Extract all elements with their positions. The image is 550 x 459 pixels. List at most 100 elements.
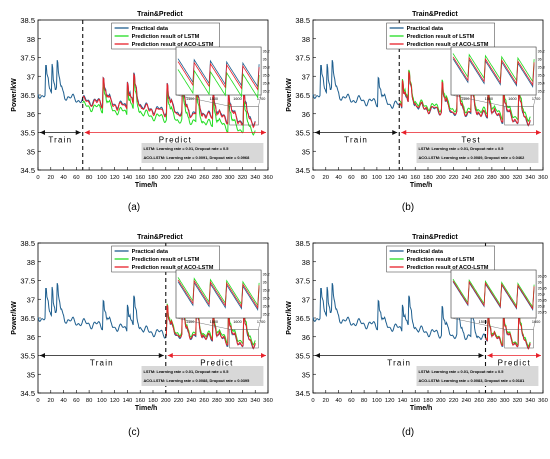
x-tick-label: 180: [423, 398, 433, 404]
train-arrow-right-head: [75, 130, 81, 135]
x-tick-label: 220: [449, 175, 459, 181]
y-tick-label: 35: [302, 147, 310, 156]
chart-title: Train&Predict: [412, 234, 458, 241]
y-tick-label: 35.5: [295, 129, 310, 138]
predict-arrow-left-head: [401, 130, 407, 135]
chart-panel-c: 34.5 35 35.5 36 36.5 37 37.5 38 38.5 0 20 40 60 80 100…: [11, 234, 273, 438]
x-tick-label: 340: [525, 175, 535, 181]
inset-y-tick-label: 35.75: [538, 311, 547, 315]
x-tick-label: 100: [97, 175, 107, 181]
x-tick-label: 60: [348, 398, 354, 404]
x-tick-label: 340: [250, 398, 260, 404]
y-tick-label: 37.5: [295, 54, 310, 63]
x-tick-label: 320: [513, 398, 523, 404]
params-box: [416, 366, 539, 386]
x-tick-label: 20: [48, 398, 54, 404]
x-tick-label: 20: [323, 175, 329, 181]
y-tick-label: 35.5: [20, 352, 35, 361]
y-tick-label: 38.5: [295, 239, 310, 248]
y-tick-label: 35: [302, 370, 310, 379]
x-tick-label: 160: [135, 398, 145, 404]
zoom-connector: [258, 94, 262, 107]
x-tick-label: 180: [148, 398, 158, 404]
x-tick-label: 80: [361, 175, 367, 181]
x-tick-label: 140: [398, 175, 408, 181]
params-line: ACO-LSTM: Learning rate = 0.0091, Dropou…: [144, 155, 251, 160]
inset-y-tick-label: 35.2: [538, 90, 545, 94]
x-tick-label: 0: [36, 398, 39, 404]
legend-entry: Prediction result of ACO-LSTM: [407, 265, 489, 271]
x-tick-label: 340: [525, 398, 535, 404]
inset-aco-lstm-line: [177, 279, 260, 310]
legend-box: [386, 22, 495, 50]
inset-practical-line: [452, 58, 535, 89]
series-aco-lstm-line: [485, 312, 531, 350]
inset-frame: [175, 269, 262, 319]
y-tick-label: 34.5: [20, 166, 35, 175]
y-tick-label: 37.5: [20, 277, 35, 286]
inset-practical-line: [177, 58, 260, 89]
y-axis-label: Power/kW: [286, 301, 293, 335]
zoom-connector: [533, 94, 537, 107]
x-tick-label: 320: [238, 175, 248, 181]
params-line: LSTM: Learning rate = 0.01, Dropout rate…: [419, 146, 505, 151]
train-label: Train: [387, 359, 411, 368]
predict-label: Predict: [159, 136, 192, 145]
y-tick-label: 36.5: [295, 314, 310, 323]
x-tick-label: 360: [538, 398, 548, 404]
chart-panel-a: 34.5 35 35.5 36 36.5 37 37.5 38 38.5 0 20 40 60 80 100…: [11, 11, 273, 213]
inset-y-tick-label: 36.05: [538, 275, 547, 279]
x-tick-label: 240: [186, 398, 196, 404]
x-tick-label: 240: [186, 175, 196, 181]
inset-x-tick-label: 1700: [257, 97, 265, 101]
params-box: [416, 143, 539, 163]
x-tick-label: 40: [60, 398, 66, 404]
params-line: LSTM: Learning rate = 0.01, Dropout rate…: [144, 369, 230, 374]
zoom-connector: [450, 94, 505, 107]
zoom-connector: [533, 317, 537, 330]
y-tick-label: 38: [27, 258, 35, 267]
inset-x-tick-label: 1600: [233, 97, 241, 101]
inset-y-tick-label: 36.2: [263, 273, 270, 277]
predict-arrow-left-head: [167, 353, 173, 358]
train-arrow-left-head: [40, 130, 45, 135]
inset-x-tick-label: 1500: [485, 97, 493, 101]
legend-entry: Prediction result of LSTM: [407, 257, 475, 263]
inset-x-tick-label: 1600: [532, 320, 540, 324]
inset-zoom: 1500 1600 35.75 35.8 35.85 35.9 35.95 36 36.05: [450, 269, 547, 324]
inset-x-tick-label: 1500: [210, 97, 218, 101]
y-tick-label: 37: [27, 295, 35, 304]
x-tick-label: 260: [199, 175, 209, 181]
x-tick-label: 260: [474, 398, 484, 404]
inset-frame: [175, 46, 262, 96]
train-label: Train: [344, 136, 368, 145]
inset-y-tick-label: 36: [263, 281, 267, 285]
x-tick-label: 120: [385, 398, 395, 404]
x-tick-label: 280: [212, 398, 222, 404]
zoom-connector: [258, 317, 262, 330]
predict-arrow-left-head: [84, 130, 90, 135]
train-label: Train: [90, 359, 114, 368]
x-tick-label: 220: [174, 398, 184, 404]
series-lstm-line: [165, 301, 256, 346]
y-tick-label: 36: [27, 110, 35, 119]
predict-arrow-right-head: [261, 130, 266, 135]
x-tick-label: 140: [398, 398, 408, 404]
inset-y-tick-label: 35.8: [263, 289, 270, 293]
legend-box: [386, 245, 495, 273]
inset-y-tick-label: 36: [538, 281, 542, 285]
x-tick-label: 180: [148, 175, 158, 181]
inset-lstm-line: [452, 278, 535, 309]
y-tick-label: 38.5: [20, 239, 35, 248]
params-box: [141, 366, 264, 386]
inset-lstm-line: [452, 53, 535, 83]
panel-caption: (a): [128, 202, 140, 213]
x-tick-label: 120: [385, 175, 395, 181]
zoom-connector: [175, 94, 230, 107]
inset-x-tick-label: 1400: [186, 97, 194, 101]
legend-box: [111, 22, 220, 50]
inset-y-tick-label: 35.6: [263, 297, 270, 301]
x-tick-label: 320: [513, 175, 523, 181]
train-label: Train: [48, 136, 72, 145]
zoom-connector: [450, 317, 505, 330]
